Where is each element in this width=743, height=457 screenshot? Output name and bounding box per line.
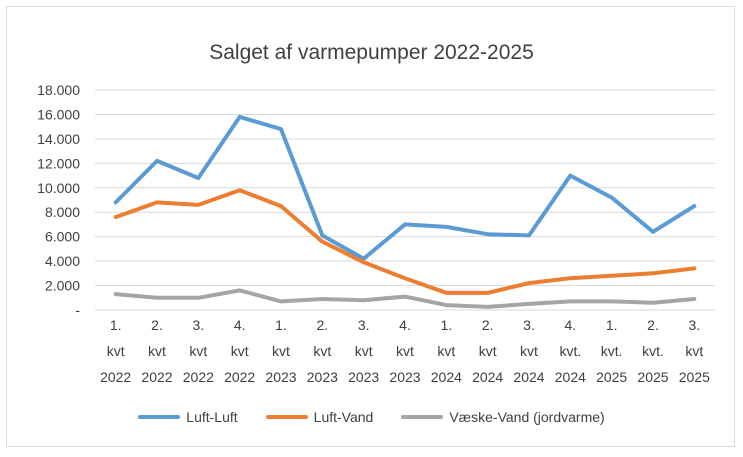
y-tick-label: 8.000 [45,204,80,220]
x-tick-label: 1. [275,317,287,333]
legend-swatch [265,415,308,419]
series-line-luft-luft [113,114,697,261]
x-tick-label: kvt [107,343,125,359]
x-tick-label: 3. [192,317,204,333]
legend-item: Luft-Luft [138,409,238,425]
x-tick-label: kvt. [642,343,664,359]
legend: Luft-Luft Luft-Vand Væske-Vand (jordvarme) [7,409,736,425]
x-tick-label: 2022 [224,369,255,385]
x-tick-label: kvt [520,343,538,359]
x-tick-label: 2. [316,317,328,333]
x-tick-label: kvt [685,343,703,359]
x-tick-label: kvt [189,343,207,359]
x-tick-label: kvt. [601,343,623,359]
y-tick-label: 12.000 [37,155,80,171]
series-line-luft-vand [113,188,697,295]
legend-swatch [401,415,444,419]
x-tick-label: kvt [231,343,249,359]
x-tick-label: 2024 [431,369,462,385]
x-tick-label: 2. [151,317,163,333]
chart-title: Salget af varmepumper 2022-2025 [209,41,534,64]
x-tick-label: 2024 [555,369,586,385]
x-tick-label: kvt. [559,343,581,359]
x-tick-label: 3. [688,317,700,333]
x-tick-label: kvt [396,343,414,359]
x-tick-label: kvt [437,343,455,359]
x-tick-label: kvt [148,343,166,359]
x-tick-label: 3. [523,317,535,333]
x-tick-label: kvt [272,343,290,359]
x-tick-label: 2022 [141,369,172,385]
legend-swatch [138,415,181,419]
x-tick-label: 2025 [637,369,668,385]
x-tick-label: 2022 [183,369,214,385]
x-tick-label: 1. [440,317,452,333]
legend-label: Væske-Vand (jordvarme) [449,409,605,425]
x-tick-label: 4. [399,317,411,333]
x-tick-label: 3. [358,317,370,333]
x-tick-label: 2022 [100,369,131,385]
x-tick-label: 2025 [596,369,627,385]
y-tick-label: 4.000 [45,253,80,269]
x-tick-label: 1. [606,317,618,333]
chart-plot: - 2.000 4.000 6.000 8.000 10.000 12.000 14.000 1… [37,82,715,385]
y-tick-label: 18.000 [37,82,80,98]
x-tick-label: 2023 [307,369,338,385]
legend-label: Luft-Luft [186,409,238,425]
x-tick-label: 2024 [513,369,544,385]
series-line-v-ske-vand-jordvarme- [113,288,697,309]
x-tick-label: 2023 [265,369,296,385]
y-tick-label: 16.000 [37,106,80,122]
x-tick-label: 2025 [679,369,710,385]
x-tick-label: 2. [647,317,659,333]
x-tick-label: kvt [479,343,497,359]
y-tick-label: 2.000 [45,278,80,294]
x-tick-label: 2. [482,317,494,333]
x-tick-label: 1. [110,317,122,333]
x-tick-label: kvt [355,343,373,359]
chart-frame: Salget af varmepumper 2022-2025 - 2.000 4.… [6,6,735,447]
legend-item: Luft-Vand [265,409,374,425]
y-tick-label: 6.000 [45,229,80,245]
y-tick-label: 10.000 [37,180,80,196]
x-tick-label: 2023 [348,369,379,385]
legend-label: Luft-Vand [313,409,374,425]
x-tick-label: 4. [234,317,246,333]
x-tick-label: 2024 [472,369,503,385]
x-tick-label: 2023 [389,369,420,385]
legend-item: Væske-Vand (jordvarme) [401,409,605,425]
y-tick-label: 14.000 [37,131,80,147]
x-tick-label: kvt [313,343,331,359]
x-tick-label: 4. [564,317,576,333]
y-tick-label: - [75,302,80,318]
